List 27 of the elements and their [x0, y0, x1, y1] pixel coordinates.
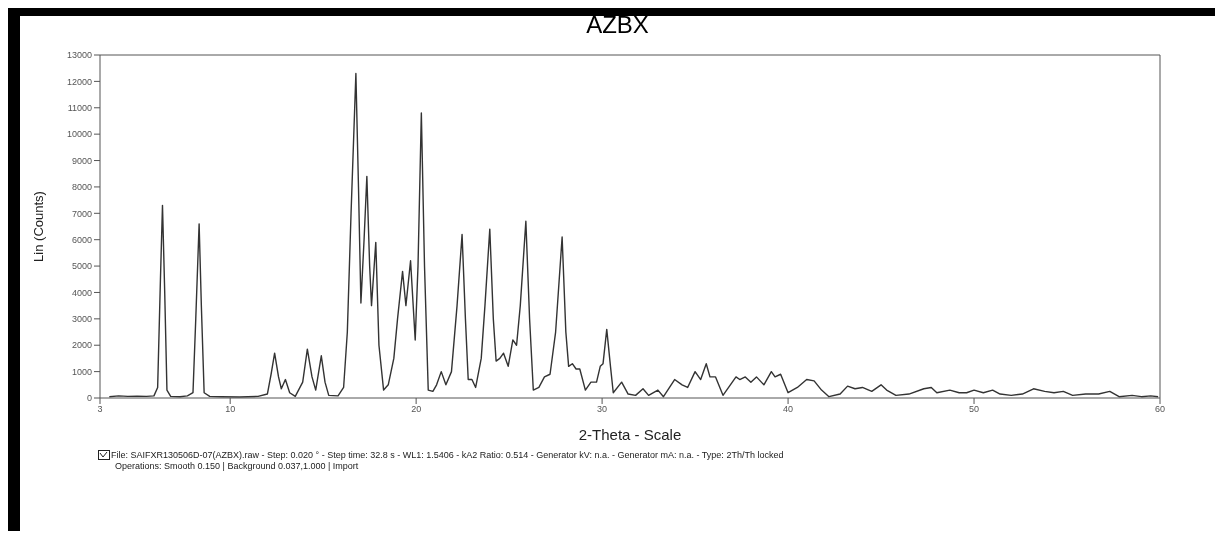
y-axis-title: Lin (Counts) — [30, 191, 46, 262]
y-tick-label: 7000 — [71, 208, 92, 219]
y-tick-label: 2000 — [71, 340, 92, 351]
x-tick-label: 30 — [597, 404, 608, 415]
text: Operations: Smooth 0.150 | Background 0.037,1.000 | Import — [114, 461, 360, 472]
line-series — [108, 72, 1159, 398]
x-tick-label: 3 — [97, 404, 103, 415]
y-tick-label: 0 — [86, 393, 92, 404]
x-tick-label: 60 — [1154, 404, 1166, 415]
y-tick-label: 13000 — [66, 50, 92, 61]
y-tick-label: 5000 — [71, 261, 92, 272]
y-tick-label: 8000 — [71, 182, 92, 193]
chart-title: AZBX — [585, 10, 650, 40]
y-tick-label: 1000 — [71, 366, 92, 377]
y-tick-label: 10000 — [66, 129, 92, 140]
x-tick-label: 20 — [411, 404, 422, 415]
y-tick-label: 6000 — [71, 234, 92, 245]
y-tick-label: 9000 — [71, 155, 92, 166]
x-tick-label: 50 — [969, 404, 980, 415]
y-tick-label: 12000 — [66, 76, 92, 87]
y-tick-label: 3000 — [71, 314, 92, 325]
x-tick-label: 40 — [783, 404, 794, 415]
x-axis-title: 2-Theta - Scale — [578, 426, 682, 443]
x-tick-label: 10 — [225, 404, 236, 415]
y-tick-label: 4000 — [71, 287, 92, 298]
y-tick-label: 11000 — [67, 102, 92, 113]
text: File: SAIFXR130506D-07(AZBX).raw - Step: 0.020 ° - Step time: 32.8 s - WL1: 1.5406 - kA2 Ratio: 0.514 - Generator kV: n.a. - Generator mA: n.a. - Type: 2Th/Th locked — [111, 450, 784, 461]
